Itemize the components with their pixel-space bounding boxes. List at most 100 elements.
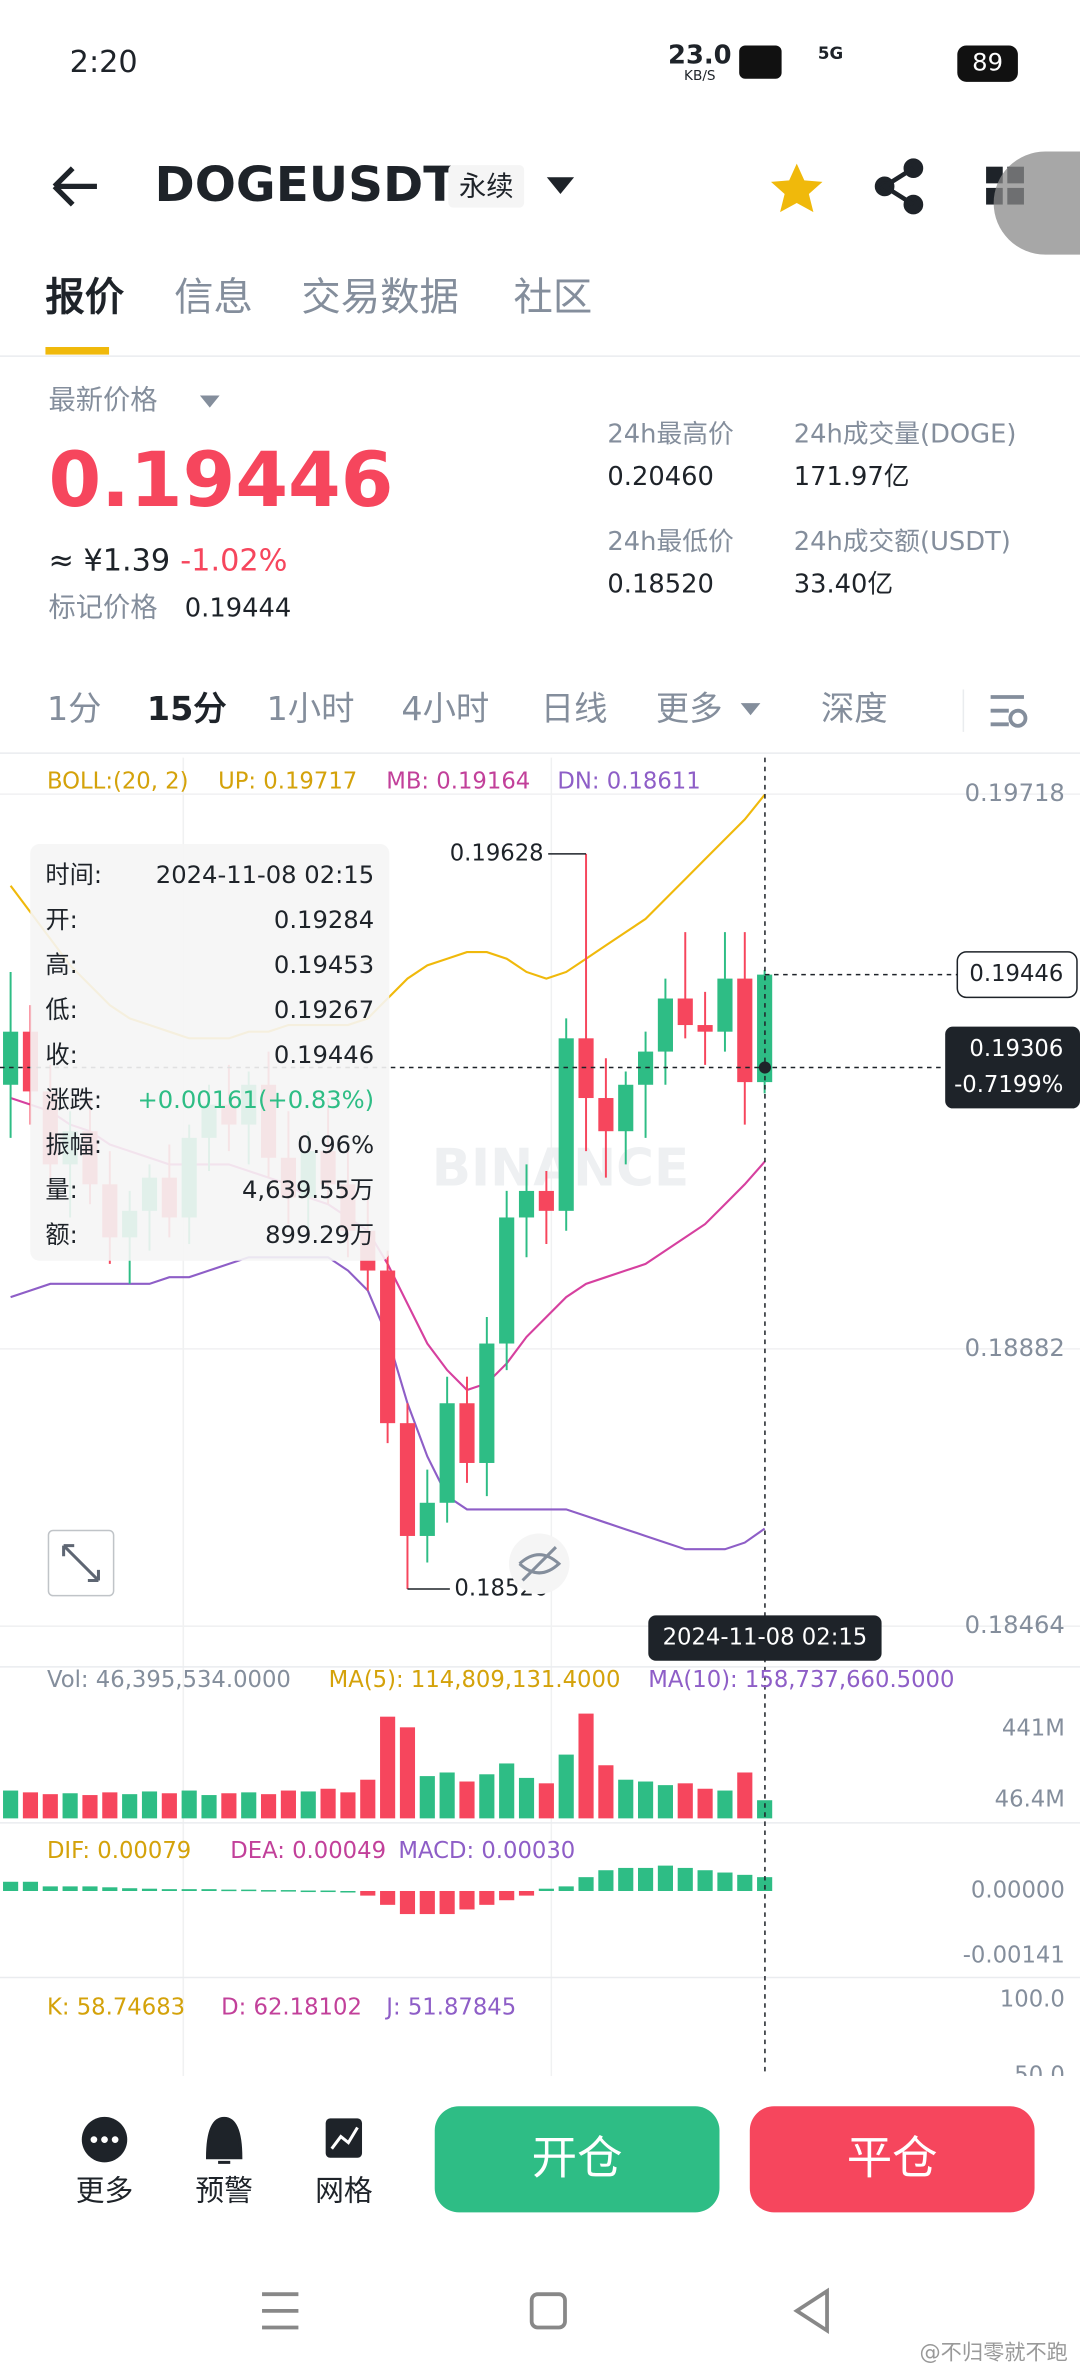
volume-bar bbox=[657, 1785, 673, 1819]
hd-icon bbox=[739, 45, 782, 79]
last-price-text: 0.19446 bbox=[969, 961, 1063, 987]
macd-bar bbox=[578, 1877, 594, 1891]
volume-bar bbox=[598, 1765, 614, 1819]
volume-bar bbox=[697, 1788, 713, 1819]
nav-back[interactable] bbox=[793, 2287, 829, 2335]
tag-bg bbox=[448, 165, 525, 208]
volume-bar bbox=[638, 1781, 654, 1819]
interval[interactable]: 日线 bbox=[541, 689, 608, 728]
close-button-label[interactable]: 平仓 bbox=[847, 2131, 938, 2184]
tab[interactable]: 交易数据 bbox=[301, 275, 458, 321]
kdj-tick-label: 100.0 bbox=[1000, 1987, 1065, 2013]
volume-bar bbox=[399, 1727, 416, 1819]
latest-label: 最新价格 bbox=[48, 385, 157, 416]
candle-body bbox=[439, 1403, 455, 1503]
volume-bar bbox=[737, 1772, 753, 1819]
volume-bar bbox=[201, 1795, 217, 1819]
macd-bar bbox=[241, 1889, 257, 1892]
tooltip-label: 高: bbox=[45, 950, 77, 979]
floating-ball[interactable] bbox=[993, 151, 1080, 255]
interval[interactable]: 更多 bbox=[656, 689, 723, 728]
macd-bar bbox=[697, 1870, 713, 1891]
macd-label: MACD: 0.00030 bbox=[398, 1838, 575, 1864]
symbol[interactable]: DOGEUSDT bbox=[155, 157, 457, 213]
macd-bar bbox=[102, 1887, 118, 1891]
cursor-tag bbox=[945, 1026, 1080, 1109]
candle-body bbox=[717, 978, 733, 1032]
tab[interactable]: 社区 bbox=[513, 275, 592, 321]
battery-icon bbox=[957, 45, 1018, 82]
tooltip-value: 0.19284 bbox=[274, 905, 374, 934]
bottom-item[interactable]: 预警 bbox=[195, 2174, 253, 2208]
interval[interactable]: 4小时 bbox=[401, 689, 489, 728]
back-button[interactable] bbox=[52, 166, 97, 207]
macd-bar bbox=[737, 1874, 753, 1891]
macd-bar bbox=[757, 1877, 773, 1891]
macd-bar bbox=[399, 1890, 416, 1915]
volume-bar bbox=[360, 1779, 376, 1819]
tooltip-value: +0.00161(+0.83%) bbox=[137, 1085, 374, 1114]
volume-bar bbox=[558, 1754, 574, 1819]
nav-home[interactable] bbox=[529, 2292, 567, 2330]
alert-icon[interactable] bbox=[206, 2116, 243, 2164]
candle-body bbox=[380, 1270, 396, 1424]
tooltip-value: 0.19267 bbox=[274, 995, 374, 1024]
interval[interactable]: 1分 bbox=[47, 689, 102, 728]
candle-body bbox=[757, 974, 773, 1083]
open-button-label[interactable]: 开仓 bbox=[532, 2131, 623, 2184]
network: 5G bbox=[818, 44, 843, 63]
change-pct: -1.02% bbox=[180, 544, 287, 579]
macd-bar bbox=[618, 1867, 634, 1891]
chart-settings[interactable] bbox=[990, 695, 1028, 728]
open-button[interactable] bbox=[434, 2106, 720, 2213]
tooltip-value: 4,639.55万 bbox=[242, 1175, 374, 1204]
candle-body bbox=[598, 1098, 614, 1132]
volume-bar bbox=[320, 1788, 336, 1819]
boll-label: MB: 0.19164 bbox=[386, 768, 530, 794]
macd-bar bbox=[3, 1881, 19, 1891]
kdj-label: J: 51.87845 bbox=[384, 1994, 516, 2020]
close-button[interactable] bbox=[749, 2106, 1035, 2213]
macd-bar bbox=[479, 1890, 495, 1905]
candle-body bbox=[459, 1403, 475, 1463]
macd-bar bbox=[439, 1890, 455, 1915]
macd-bar bbox=[499, 1890, 515, 1901]
tooltip-value: 2024-11-08 02:15 bbox=[156, 860, 374, 889]
interval[interactable]: 1小时 bbox=[267, 689, 355, 728]
share-button[interactable] bbox=[874, 158, 924, 215]
latest-dropdown[interactable] bbox=[199, 395, 220, 408]
macd-bar bbox=[141, 1888, 158, 1891]
hide-icon bbox=[518, 1546, 562, 1582]
macd-bar bbox=[181, 1889, 197, 1891]
volume-bar bbox=[280, 1790, 296, 1819]
kdj-label: K: 58.74683 bbox=[47, 1994, 185, 2020]
interval[interactable]: 深度 bbox=[821, 689, 888, 728]
macd-bar bbox=[340, 1890, 356, 1893]
nav-menu[interactable] bbox=[262, 2292, 299, 2330]
volume-bar bbox=[538, 1783, 554, 1819]
volume-bar bbox=[82, 1795, 98, 1819]
macd-bar bbox=[122, 1888, 138, 1891]
volume-bar bbox=[62, 1793, 78, 1819]
cny-price: ≈ ¥1.39 bbox=[48, 544, 170, 579]
volume-bar bbox=[122, 1794, 138, 1819]
favorite-star[interactable] bbox=[770, 163, 823, 213]
symbol-dropdown[interactable] bbox=[546, 177, 575, 194]
interval[interactable]: 15分 bbox=[147, 689, 227, 728]
stat-label: 24h最低价 bbox=[607, 527, 733, 557]
volume-bar bbox=[717, 1790, 733, 1819]
volume-bar bbox=[380, 1716, 396, 1819]
more-dropdown[interactable] bbox=[740, 703, 761, 716]
stat-value: 0.20460 bbox=[607, 462, 713, 492]
macd-bar bbox=[459, 1890, 475, 1910]
macd-bar bbox=[280, 1890, 296, 1892]
mark-label: 标记价格 bbox=[48, 593, 157, 624]
tooltip-label: 振幅: bbox=[45, 1130, 102, 1159]
candle-body bbox=[677, 998, 693, 1026]
tab[interactable]: 报价 bbox=[45, 275, 124, 321]
bottom-item[interactable]: 网格 bbox=[315, 2174, 373, 2208]
tab[interactable]: 信息 bbox=[174, 275, 253, 321]
volume-bar bbox=[419, 1776, 435, 1819]
bottom-item[interactable]: 更多 bbox=[76, 2174, 134, 2208]
